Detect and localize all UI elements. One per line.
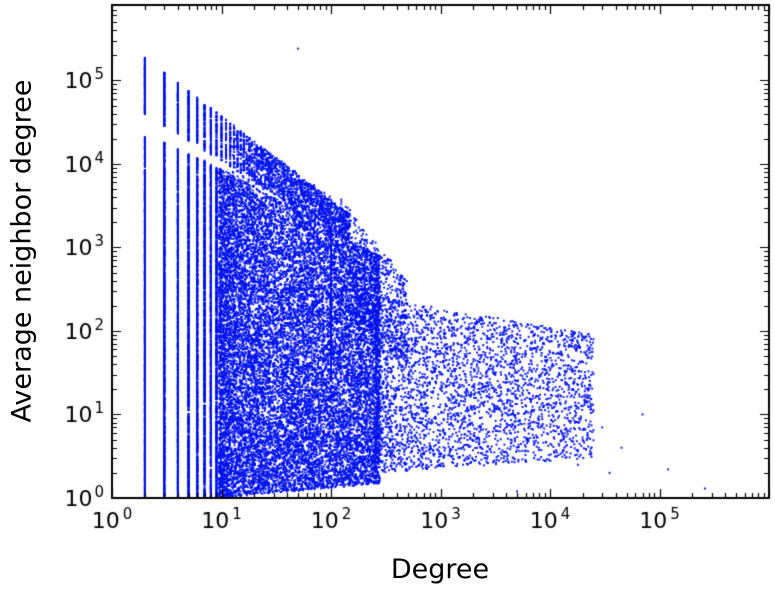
x-axis-label: Degree <box>390 554 490 585</box>
y-axis-label: Average neighbor degree <box>6 79 38 423</box>
